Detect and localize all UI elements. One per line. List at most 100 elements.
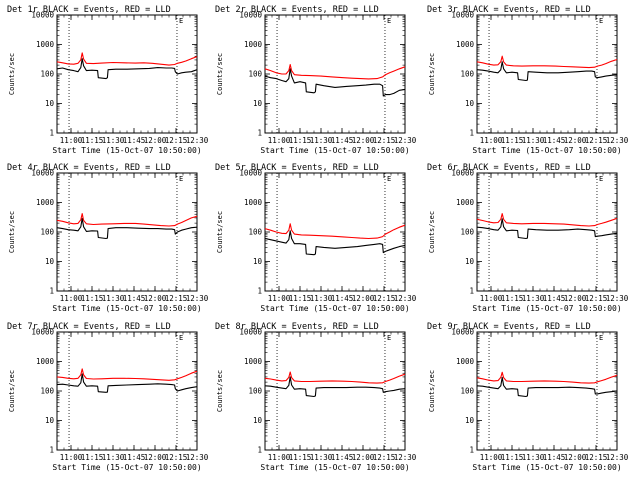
y-tick-label: 10000	[31, 328, 54, 337]
series-line-lld	[56, 52, 198, 66]
x-tick-label: 12:00	[144, 294, 167, 303]
y-tick-label: 100	[248, 387, 262, 396]
x-tick-label: 11:00	[480, 136, 503, 145]
series-line-events	[476, 61, 618, 82]
x-tick-label: 11:45	[123, 453, 146, 462]
y-tick-label: 1	[49, 287, 54, 296]
panel-title: Det 3r BLACK = Events, RED = LLD	[427, 5, 591, 15]
y-tick-label: 10	[253, 416, 263, 425]
x-tick-label: 11:15	[81, 294, 104, 303]
y-tick-label: 10	[45, 257, 55, 266]
x-tick-label: 11:15	[289, 453, 312, 462]
x-tick-label: 11:00	[60, 294, 83, 303]
x-tick-label: 12:15	[585, 453, 608, 462]
x-axis-label: Start Time (15-Oct-07 10:50:00)	[260, 304, 409, 313]
panel-title: Det 9r BLACK = Events, RED = LLD	[427, 322, 591, 332]
legend-mark: E	[179, 334, 183, 342]
y-tick-label: 100	[248, 228, 262, 237]
x-tick-label: 11:30	[102, 136, 125, 145]
plot-frame	[476, 331, 618, 451]
x-tick-label: 11:30	[310, 136, 333, 145]
x-tick-label: 11:30	[310, 294, 333, 303]
x-tick-label: 11:00	[60, 453, 83, 462]
series-line-events	[264, 68, 406, 97]
x-tick-label: 11:15	[501, 294, 524, 303]
x-tick-label: 12:15	[373, 136, 396, 145]
plot-frame	[56, 172, 198, 292]
series-line-lld	[264, 63, 406, 80]
x-tick-label: 12:15	[585, 294, 608, 303]
series-line-events	[56, 58, 198, 80]
y-tick-label: 1	[257, 287, 262, 296]
x-tick-label: 11:00	[480, 294, 503, 303]
x-tick-label: 12:30	[394, 294, 417, 303]
x-axis-label: Start Time (15-Oct-07 10:50:00)	[52, 304, 201, 313]
x-tick-label: 11:45	[123, 136, 146, 145]
x-tick-label: 12:15	[373, 453, 396, 462]
y-tick-label: 100	[460, 228, 474, 237]
series-line-events	[476, 376, 618, 398]
x-tick-label: 11:45	[331, 294, 354, 303]
y-axis-label: Counts/sec	[428, 53, 436, 95]
y-tick-label: 1000	[36, 198, 55, 207]
x-axis-label: Start Time (15-Oct-07 10:50:00)	[472, 463, 621, 472]
x-tick-label: 11:30	[102, 453, 125, 462]
x-tick-label: 11:45	[331, 136, 354, 145]
x-axis-label: Start Time (15-Oct-07 10:50:00)	[52, 463, 201, 472]
legend-mark: E	[599, 17, 603, 25]
panel-title: Det 6r BLACK = Events, RED = LLD	[427, 163, 591, 173]
x-tick-label: 12:30	[606, 453, 629, 462]
y-tick-label: 10000	[31, 11, 54, 20]
panel-9: Det 9r BLACK = Events, RED = LLD Counts/s…	[427, 322, 629, 472]
x-tick-label: 11:30	[522, 136, 545, 145]
y-tick-label: 100	[40, 70, 54, 79]
y-tick-label: 1000	[456, 40, 475, 49]
plot-frame	[476, 14, 618, 134]
y-tick-label: 100	[460, 387, 474, 396]
panel-title: Det 1r BLACK = Events, RED = LLD	[7, 5, 171, 15]
y-tick-label: 1000	[244, 357, 263, 366]
y-tick-label: 10	[253, 99, 263, 108]
legend-mark: E	[179, 17, 183, 25]
x-tick-label: 11:45	[543, 136, 566, 145]
y-tick-label: 10000	[31, 169, 54, 178]
x-axis-label: Start Time (15-Oct-07 10:50:00)	[52, 146, 201, 155]
y-tick-label: 1000	[36, 40, 55, 49]
y-axis-label: Counts/sec	[8, 370, 16, 412]
x-tick-label: 11:00	[268, 453, 291, 462]
y-tick-label: 10000	[451, 169, 474, 178]
x-tick-label: 12:30	[186, 136, 209, 145]
panel-8: Det 8r BLACK = Events, RED = LLD Counts/s…	[215, 322, 417, 472]
x-tick-label: 12:00	[352, 294, 375, 303]
y-tick-label: 1000	[456, 357, 475, 366]
y-tick-label: 10000	[451, 11, 474, 20]
x-tick-label: 12:30	[186, 453, 209, 462]
panel-2: Det 2r BLACK = Events, RED = LLD Counts/s…	[215, 5, 417, 155]
series-line-lld	[264, 223, 406, 240]
series-line-lld	[56, 213, 198, 227]
y-axis-label: Counts/sec	[8, 53, 16, 95]
y-tick-label: 1000	[244, 198, 263, 207]
y-tick-label: 1	[257, 129, 262, 138]
panel-5: Det 5r BLACK = Events, RED = LLD Counts/s…	[215, 163, 417, 313]
panel-3: Det 3r BLACK = Events, RED = LLD Counts/s…	[427, 5, 629, 155]
x-tick-label: 11:45	[123, 294, 146, 303]
x-tick-label: 12:00	[352, 453, 375, 462]
y-axis-label: Counts/sec	[216, 53, 224, 95]
y-tick-label: 1	[49, 446, 54, 455]
legend-mark: E	[387, 334, 391, 342]
series-line-events	[56, 373, 198, 393]
x-tick-label: 11:00	[480, 453, 503, 462]
y-tick-label: 10000	[451, 328, 474, 337]
panel-title: Det 2r BLACK = Events, RED = LLD	[215, 5, 379, 15]
y-tick-label: 100	[460, 70, 474, 79]
plot-frame	[476, 172, 618, 292]
x-tick-label: 11:30	[522, 453, 545, 462]
x-tick-label: 12:00	[564, 136, 587, 145]
x-axis-label: Start Time (15-Oct-07 10:50:00)	[472, 304, 621, 313]
legend-mark: E	[387, 17, 391, 25]
x-axis-label: Start Time (15-Oct-07 10:50:00)	[260, 463, 409, 472]
x-tick-label: 12:15	[165, 453, 188, 462]
x-tick-label: 12:30	[186, 294, 209, 303]
